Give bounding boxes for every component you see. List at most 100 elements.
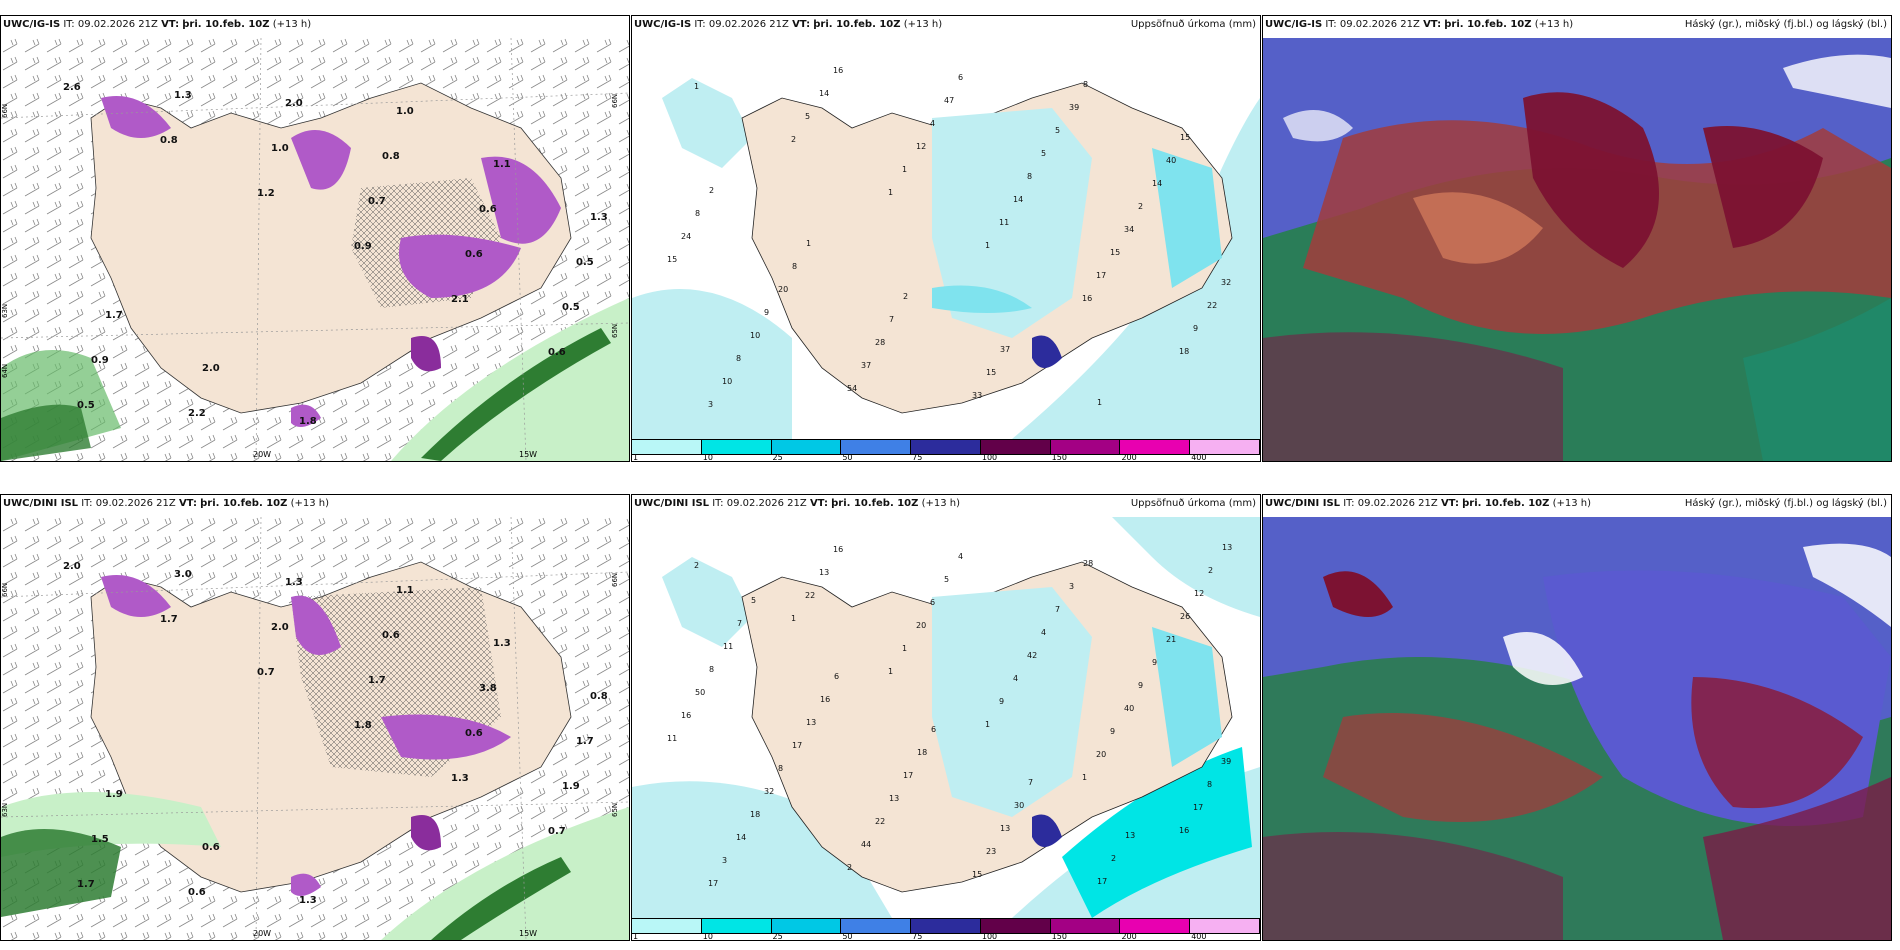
panel-dini-isl-precip-type: UWC/DINI ISL IT: 09.02.2026 21Z VT: þri.…	[0, 494, 630, 941]
map-area: 20W 15W 66N 64N 63N 65N 66N 2.6 0.8 1.2 0.9…	[1, 37, 629, 461]
map-value-label: 1.3	[174, 90, 192, 101]
map-value-label: 9	[764, 308, 770, 317]
map-value-label: 18	[1179, 347, 1190, 356]
lon-label: 15W	[519, 450, 538, 459]
map-value-label: 0.9	[354, 241, 372, 252]
colorbar-swatch	[771, 919, 842, 933]
panel-header: UWC/IG-IS IT: 09.02.2026 21Z VT: þri. 10…	[3, 19, 625, 35]
map-value-label: 0.5	[562, 302, 580, 313]
map-value-label: 1.3	[285, 577, 303, 588]
it-label: IT:	[1325, 19, 1337, 30]
colorbar-tick-label: 100	[981, 932, 998, 941]
map-area: 2 1 1 1 1 16 17 22 1 9 20 17 3 13 20 4 9 8 14 16 6 42 40 39 18 2 5…	[632, 517, 1260, 918]
panel-dini-isl-accum-precip: UWC/DINI ISL IT: 09.02.2026 21Z VT: þri.…	[631, 494, 1261, 941]
colorbar-tick-label: 25	[772, 453, 783, 462]
valid-time: þri. 10.feb. 10Z	[200, 498, 288, 509]
map-value-label: 22	[805, 591, 816, 600]
vt-label: VT:	[1440, 498, 1459, 509]
colorbar-tick-label: 10	[702, 932, 713, 941]
colorbar-tick-label: 150	[1051, 453, 1067, 462]
map-value-label: 12	[916, 142, 927, 151]
map-value-label: 0.8	[160, 135, 178, 146]
vt-label: VT:	[1423, 19, 1442, 30]
map-value-label: 7	[737, 619, 743, 628]
colorbar-tick-label: 1	[633, 453, 639, 462]
lon-label: 15W	[519, 929, 538, 938]
map-value-label: 47	[944, 96, 955, 105]
valid-time: þri. 10.feb. 10Z	[1462, 498, 1550, 509]
map-value-label: 2.2	[188, 408, 206, 419]
map-value-label: 9	[1193, 324, 1199, 333]
map-value-label: 8	[1207, 780, 1213, 789]
map-value-label: 40	[1124, 704, 1135, 713]
colorbar-swatch	[980, 440, 1051, 454]
map-value-label: 9	[1110, 727, 1116, 736]
colorbar-swatch	[841, 919, 912, 933]
colorbar-tick-label: 200	[1121, 932, 1137, 941]
map-value-label: 1.7	[105, 310, 123, 321]
map-value-label: 3.8	[479, 683, 497, 694]
map-value-label: 0.8	[590, 691, 608, 702]
vt-label: VT:	[792, 19, 811, 30]
precip-colorbar: 1 10 25 50 75 100 150 200 400	[632, 439, 1260, 461]
map-value-label: 1	[985, 720, 991, 729]
map-value-label: 10	[750, 331, 761, 340]
colorbar-tick-label: 100	[981, 453, 998, 462]
map-value-label: 16	[833, 66, 844, 75]
map-value-label: 1.2	[257, 188, 275, 199]
lon-label: 20W	[253, 929, 272, 938]
map-value-label: 8	[1027, 172, 1033, 181]
map-value-label: 5	[944, 575, 950, 584]
map-area	[1263, 38, 1891, 461]
precip-colorbar: 1 10 25 50 75 100 150 200 400	[632, 918, 1260, 940]
model-name: UWC/IG-IS	[3, 19, 61, 30]
valid-time: þri. 10.feb. 10Z	[1444, 19, 1532, 30]
lead-time: (+13 h)	[1552, 498, 1592, 509]
map-value-label: 14	[1152, 179, 1163, 188]
map-value-label: 1	[1082, 773, 1088, 782]
map-value-label: 15	[986, 368, 997, 377]
colorbar-tick-label: 1	[633, 932, 639, 941]
map-value-label: 7	[1055, 605, 1061, 614]
map-value-label: 1	[791, 614, 797, 623]
map-value-label: 13	[1000, 824, 1011, 833]
model-name: UWC/DINI ISL	[1265, 498, 1341, 509]
map-value-label: 4	[1041, 628, 1047, 637]
map-value-label: 40	[1166, 156, 1177, 165]
map-value-label: 32	[764, 787, 775, 796]
map-value-label: 16	[820, 695, 831, 704]
map-value-label: 1.3	[299, 895, 317, 906]
map-value-label: 1	[985, 241, 991, 250]
panel-ig-is-cloud-cover: UWC/IG-IS IT: 09.02.2026 21Z VT: þri. 10…	[1262, 15, 1892, 462]
map-value-label: 1.1	[493, 159, 511, 170]
map-value-label: 1.3	[451, 773, 469, 784]
map-value-label: 1.7	[77, 879, 95, 890]
model-name: UWC/DINI ISL	[3, 498, 79, 509]
map-value-label: 13	[1222, 543, 1233, 552]
model-name: UWC/DINI ISL	[634, 498, 710, 509]
field-title: Uppsöfnuð úrkoma (mm)	[1130, 498, 1256, 509]
map-value-label: 14	[736, 833, 747, 842]
map-value-label: 1.7	[160, 614, 178, 625]
map-value-label: 6	[931, 725, 937, 734]
map-value-label: 37	[1000, 345, 1011, 354]
it-label: IT:	[694, 19, 706, 30]
map-value-label: 1.3	[493, 638, 511, 649]
colorbar-tick-label: 10	[702, 453, 713, 462]
map-value-label: 3	[708, 400, 714, 409]
map-value-label: 20	[916, 621, 927, 630]
map-value-label: 1	[902, 644, 908, 653]
map-value-label: 8	[1083, 80, 1089, 89]
panel-header: UWC/IG-IS IT: 09.02.2026 21Z VT: þri. 10…	[1265, 19, 1887, 35]
colorbar-swatch	[1190, 919, 1260, 933]
map-value-label: 5	[1041, 149, 1047, 158]
panel-dini-isl-cloud-cover: UWC/DINI ISL IT: 09.02.2026 21Z VT: þri.…	[1262, 494, 1892, 941]
vt-label: VT:	[161, 19, 180, 30]
map-value-label: 2.0	[63, 561, 81, 572]
map-value-label: 1	[1097, 398, 1103, 407]
map-value-label: 0.5	[77, 400, 95, 411]
map-value-label: 4	[930, 119, 936, 128]
map-value-label: 8	[736, 354, 742, 363]
map-value-label: 5	[1055, 126, 1061, 135]
map-value-label: 0.6	[382, 630, 400, 641]
